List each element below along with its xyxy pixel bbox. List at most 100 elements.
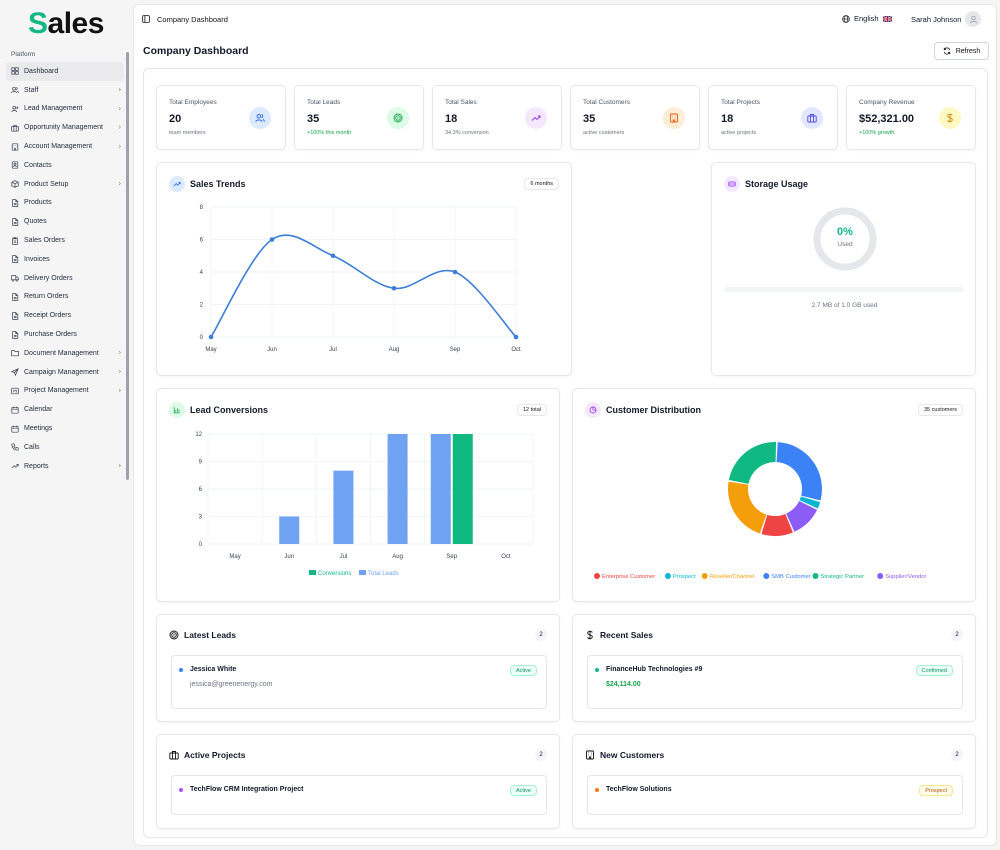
- sidebar-section-label: Platform: [11, 51, 36, 58]
- sidebar-item-reports[interactable]: Reports ›: [6, 457, 124, 476]
- main-panel: Company Dashboard English Sarah Johnson …: [133, 4, 997, 846]
- stat-subtext: active customers: [583, 130, 625, 136]
- data-point[interactable]: [330, 253, 336, 259]
- period-badge[interactable]: 6 months: [524, 178, 559, 190]
- legend-dot: [812, 573, 819, 579]
- customer-distribution-chart: Enterprise Customer Prospect Reseller/Chan…: [594, 441, 927, 580]
- storage-detail: 2.7 MB of 1.0 GB used: [811, 302, 878, 309]
- status-dot: [179, 788, 183, 792]
- stat-label: Total Customers: [583, 99, 630, 106]
- sidebar-item-quotes[interactable]: Quotes: [6, 212, 124, 231]
- legend-label: Supplier/Vendor: [885, 574, 926, 580]
- data-point[interactable]: [208, 334, 214, 340]
- sidebar-item-calls[interactable]: Calls: [6, 438, 124, 457]
- slice-enterprise-customer[interactable]: [761, 513, 793, 536]
- sidebar-item-invoices[interactable]: Invoices: [6, 250, 124, 269]
- card-icon: [169, 402, 185, 418]
- user-name[interactable]: Sarah Johnson: [911, 15, 962, 24]
- data-point[interactable]: [391, 285, 397, 291]
- legend-label: Prospect: [673, 574, 696, 580]
- language-selector[interactable]: English: [842, 14, 892, 23]
- x-tick-label: Oct: [511, 347, 521, 353]
- data-point[interactable]: [513, 334, 519, 340]
- sidebar-item-opportunity-management[interactable]: Opportunity Management ›: [6, 118, 124, 137]
- slice-reseller-channel[interactable]: [728, 481, 767, 534]
- sidebar-scrollbar[interactable]: [126, 52, 129, 480]
- users-icon: [249, 107, 271, 129]
- sidebar-item-label: Products: [24, 199, 52, 207]
- slice-strategic-partner[interactable]: [728, 441, 777, 484]
- legend-label: Reseller/Channel: [710, 574, 754, 580]
- sidebar-item-delivery-orders[interactable]: Delivery Orders: [6, 269, 124, 288]
- bar-conversions[interactable]: [452, 434, 473, 544]
- sidebar-toggle-icon[interactable]: [142, 15, 150, 23]
- avatar[interactable]: [965, 11, 981, 27]
- stat-value: 18: [445, 113, 458, 125]
- file-icon: [11, 330, 19, 339]
- x-tick-label: May: [229, 554, 240, 560]
- sidebar-item-account-management[interactable]: Account Management ›: [6, 137, 124, 156]
- app-logo[interactable]: Sales: [28, 7, 104, 40]
- sidebar-item-receipt-orders[interactable]: Receipt Orders: [6, 306, 124, 325]
- stat-value: $52,321.00: [859, 113, 915, 125]
- list-item[interactable]: TechFlow CRM Integration Project Active: [171, 775, 547, 815]
- refresh-button[interactable]: Refresh: [934, 42, 989, 60]
- sidebar-item-label: Product Setup: [24, 180, 69, 188]
- kanban-icon: [11, 387, 19, 395]
- sidebar-item-products[interactable]: Products: [6, 194, 124, 213]
- storage-usage-card: Storage Usage 0% Used 2.7 MB of 1.0 GB u…: [711, 162, 976, 376]
- sidebar-item-campaign-management[interactable]: Campaign Management ›: [6, 363, 124, 382]
- stat-label: Company Revenue: [859, 99, 915, 106]
- stat-label: Total Leads: [307, 99, 341, 106]
- bar-total-leads[interactable]: [279, 516, 300, 545]
- sidebar-item-label: Sales Orders: [24, 237, 65, 245]
- contacts-icon: [11, 161, 19, 169]
- trending-up-icon: [11, 462, 19, 470]
- x-tick-label: Jul: [329, 347, 337, 353]
- status-dot: [179, 668, 183, 672]
- sidebar-item-label: Purchase Orders: [24, 331, 77, 339]
- bar-total-leads[interactable]: [333, 470, 354, 544]
- slice-prospect[interactable]: [799, 496, 821, 509]
- sidebar-item-lead-management[interactable]: Lead Management ›: [6, 100, 124, 119]
- card-title: Latest Leads: [184, 630, 236, 640]
- data-point[interactable]: [269, 237, 275, 242]
- list-item[interactable]: TechFlow Solutions Prospect: [587, 775, 963, 815]
- stat-subtext: +100% this month: [307, 130, 352, 136]
- sidebar-item-calendar[interactable]: Calendar: [6, 400, 124, 419]
- sidebar-item-project-management[interactable]: Project Management ›: [6, 382, 124, 401]
- list-item[interactable]: FinanceHub Technologies #9 $24,114.00 Co…: [587, 655, 963, 709]
- sales-trends-card: Sales Trends 6 months 0 2 4 6 8 May Jun Jul Aug S…: [156, 162, 572, 376]
- data-point[interactable]: [452, 269, 458, 275]
- stat-value: 35: [583, 113, 596, 125]
- sidebar-item-contacts[interactable]: Contacts: [6, 156, 124, 175]
- y-tick-label: 4: [200, 270, 204, 276]
- sidebar-item-staff[interactable]: Staff ›: [6, 81, 124, 100]
- trending-up-icon: [525, 107, 547, 129]
- x-tick-label: Jun: [267, 347, 277, 353]
- user-plus-icon: [11, 105, 19, 113]
- sidebar-item-product-setup[interactable]: Product Setup ›: [6, 175, 124, 194]
- total-badge: 12 total: [516, 404, 547, 416]
- sidebar-item-return-orders[interactable]: Return Orders: [6, 288, 124, 307]
- sidebar-item-sales-orders[interactable]: Sales Orders: [6, 231, 124, 250]
- sidebar-item-meetings[interactable]: Meetings: [6, 419, 124, 438]
- card-title: New Customers: [600, 750, 665, 760]
- refresh-icon: [943, 47, 950, 55]
- list-item[interactable]: Jessica White jessica@greenenergy.com Ac…: [171, 655, 547, 709]
- sidebar-item-dashboard[interactable]: Dashboard: [6, 62, 124, 81]
- sidebar-item-purchase-orders[interactable]: Purchase Orders: [6, 325, 124, 344]
- legend-dot: [664, 573, 671, 579]
- slice-smb-customer[interactable]: [776, 442, 822, 501]
- uk-flag-icon: [882, 15, 892, 22]
- bar-total-leads[interactable]: [387, 434, 408, 544]
- sidebar-item-document-management[interactable]: Document Management ›: [6, 344, 124, 363]
- slice-supplier-vendor[interactable]: [786, 501, 818, 532]
- storage-progress-bar: [724, 287, 964, 292]
- bar-chart-icon: [173, 407, 180, 414]
- building-icon: [663, 107, 685, 129]
- hard-drive-icon: [728, 181, 736, 187]
- x-tick-label: May: [205, 347, 216, 353]
- bar-total-leads[interactable]: [430, 434, 451, 544]
- trending-up-icon: [173, 182, 181, 187]
